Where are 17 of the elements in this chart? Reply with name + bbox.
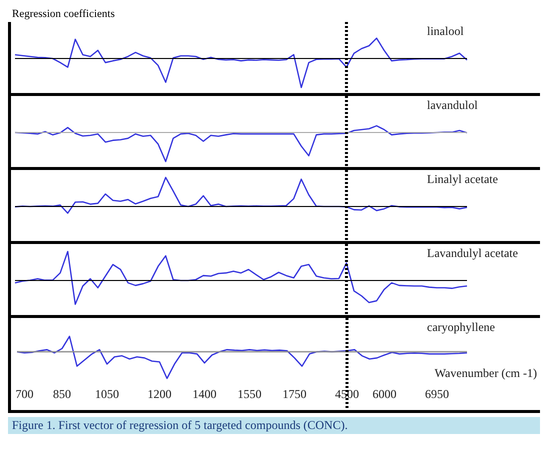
x-tick-label: 1200 [148, 386, 172, 401]
x-tick-label: 1750 [282, 386, 306, 401]
series-label: linalool [427, 24, 464, 38]
series-label: lavandulol [427, 98, 478, 112]
x-tick-label: 1050 [95, 386, 119, 401]
x-tick-label: 6000 [372, 386, 396, 401]
y-axis-title: Regression coefficients [12, 8, 116, 22]
x-tick-label: 1550 [238, 386, 262, 401]
text: Lavandulyl acetate [427, 246, 518, 260]
x-tick-label: 6950 [425, 386, 449, 401]
series-label: Linalyl acetate [427, 172, 498, 186]
x-tick-label: 700 [16, 386, 34, 401]
caption: Figure 1. First vector of regression of 5 targeted compounds (CONC). [8, 417, 540, 434]
x-tick-label: 850 [53, 386, 71, 401]
x-axis-title: Wavenumber (cm -1) [434, 366, 537, 380]
series-label: caryophyllene [427, 320, 495, 334]
x-tick-label: 1400 [192, 386, 216, 401]
